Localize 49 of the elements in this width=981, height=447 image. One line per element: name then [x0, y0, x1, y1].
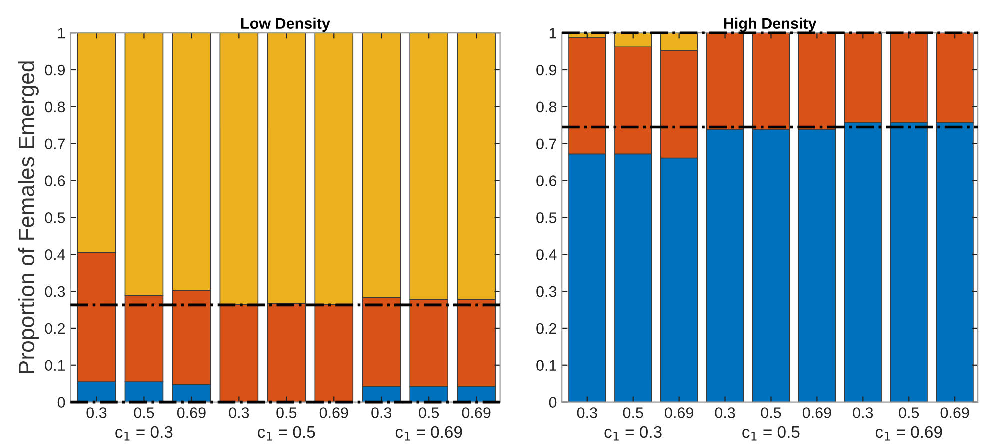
text: c$_{1}$ = 0.3 [604, 426, 662, 441]
y-axis-title: Proportion of Females Emerged [18, 62, 39, 374]
y-tick-label: 0.1 [536, 360, 557, 372]
y-tick-label: 0.8 [536, 102, 557, 113]
x-tick-label: 0.5 [899, 408, 920, 418]
y-tick-label: 0.7 [536, 138, 556, 150]
x-tick-label: 0.5 [134, 408, 154, 418]
text: c$_{1}$ = 0.5 [258, 426, 316, 441]
x-tick-label: 0.5 [623, 408, 644, 418]
x-tick-label: 0.69 [177, 408, 206, 418]
x-tick-label: 0.5 [761, 408, 782, 418]
x-tick-label: 0.69 [320, 408, 348, 418]
y-tick-label: 0.4 [45, 249, 66, 260]
y-tick-label: 0.2 [45, 323, 66, 334]
x-tick-label: 0.69 [462, 408, 491, 418]
y-tick-label: 0.9 [536, 64, 557, 76]
x-tick-label: 0.69 [940, 408, 970, 418]
y-tick-label: 0.5 [45, 212, 66, 224]
y-tick-label: 0.1 [45, 360, 66, 372]
x-tick-label: 0.3 [577, 408, 598, 418]
y-tick-label: 0.2 [536, 323, 556, 334]
y-tick-label: 0.4 [536, 249, 557, 260]
x-tick-label: 0.69 [802, 408, 832, 418]
y-tick-label: 0.6 [45, 176, 66, 186]
x-tick-label: 0.3 [853, 408, 874, 418]
x-tick-label: 0.3 [372, 408, 392, 418]
y-tick-label: 0.8 [45, 102, 66, 113]
y-tick-label: 0.3 [45, 286, 66, 298]
y-tick-label: 0.9 [45, 64, 66, 76]
text: c$_{1}$ = 0.3 [116, 426, 173, 441]
x-tick-label: 0.3 [86, 408, 107, 418]
y-tick-label: 1 [550, 28, 557, 39]
y-tick-label: 0.6 [536, 176, 557, 186]
text: c$_{1}$ = 0.5 [742, 426, 800, 441]
y-tick-label: 0.5 [536, 212, 557, 224]
y-tick-label: 0.3 [536, 286, 557, 298]
text: c$_{1}$ = 0.69 [876, 426, 942, 441]
y-tick-label: 0.7 [45, 138, 66, 150]
x-tick-label: 0.69 [665, 408, 694, 418]
y-tick-label: 1 [58, 28, 66, 39]
x-tick-label: 0.5 [276, 408, 297, 418]
chart-title: High Density [724, 18, 817, 32]
x-tick-label: 0.5 [419, 408, 440, 418]
x-tick-label: 0.3 [715, 408, 736, 418]
chart-title: Low Density [242, 18, 330, 32]
text: c$_{1}$ = 0.69 [396, 426, 462, 441]
y-tick-label: 0 [58, 397, 66, 408]
x-tick-label: 0.3 [229, 408, 250, 418]
y-tick-label: 0 [549, 397, 557, 408]
